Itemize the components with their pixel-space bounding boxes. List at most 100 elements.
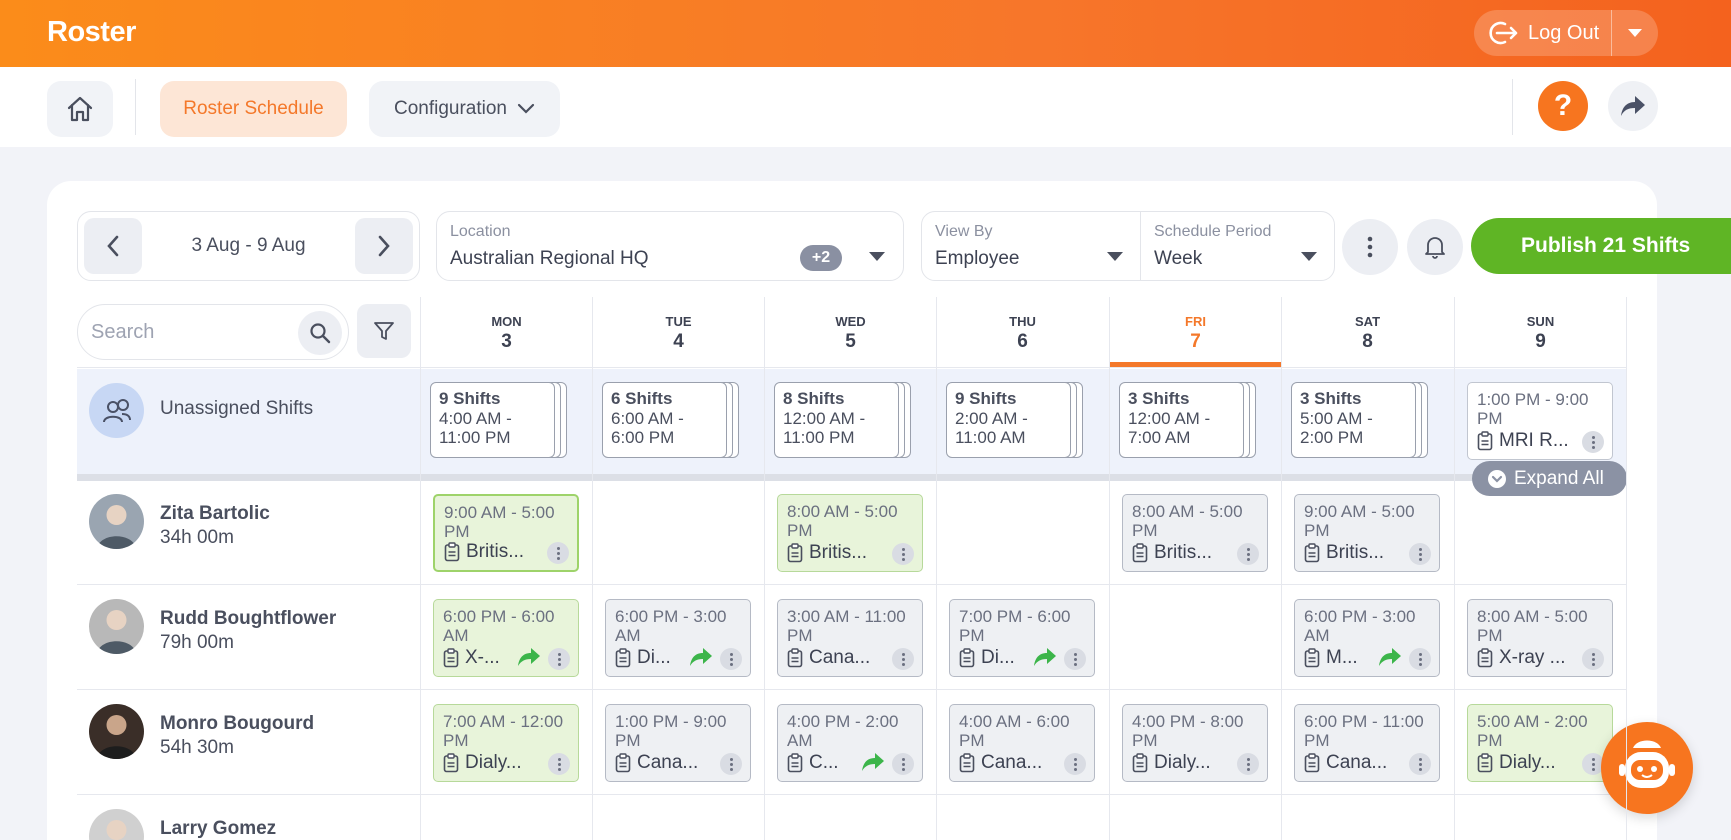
unassigned-shift-stack[interactable]: 3 Shifts 12:00 AM - 7:00 AM	[1119, 382, 1256, 460]
unassigned-shift-card[interactable]: 1:00 PM - 9:00 PM MRI R...	[1467, 382, 1613, 460]
swap-arrow-icon[interactable]	[516, 646, 542, 668]
shift-time: 5:00 AM - 2:00 PM	[1477, 712, 1588, 750]
shift-card[interactable]: 6:00 PM - 11:00 PM Cana...	[1294, 704, 1440, 782]
chevron-right-icon	[378, 235, 390, 257]
shift-menu-button[interactable]	[1582, 431, 1604, 453]
expand-all-label: Expand All	[1514, 467, 1604, 489]
help-button[interactable]: ?	[1538, 81, 1588, 131]
publish-shifts-button[interactable]: Publish 21 Shifts	[1471, 218, 1731, 274]
shift-menu-button[interactable]	[892, 753, 914, 775]
shift-time: 4:00 AM - 11:00 PM	[439, 409, 512, 447]
shift-location: X-ray ...	[1499, 647, 1566, 668]
shift-card[interactable]: 9:00 AM - 5:00 PM Britis...	[1294, 494, 1440, 572]
shift-menu-button[interactable]	[548, 753, 570, 775]
person-silhouette-icon	[97, 610, 136, 654]
shift-menu-button[interactable]	[1064, 648, 1086, 670]
shift-card[interactable]: 3:00 AM - 11:00 PM Cana...	[777, 599, 923, 677]
employee-name[interactable]: Zita Bartolic	[160, 503, 270, 524]
shift-menu-button[interactable]	[548, 648, 570, 670]
shift-card[interactable]: 4:00 PM - 2:00 AM C...	[777, 704, 923, 782]
search-box[interactable]: Search	[77, 304, 349, 360]
shift-menu-button[interactable]	[1582, 648, 1604, 670]
shift-card[interactable]: 8:00 AM - 5:00 PM Britis...	[777, 494, 923, 572]
shift-card[interactable]: 5:00 AM - 2:00 PM Dialy...	[1467, 704, 1613, 782]
shift-card[interactable]: 8:00 AM - 5:00 PM Britis...	[1122, 494, 1268, 572]
search-input[interactable]: Search	[91, 321, 155, 343]
next-week-button[interactable]	[355, 218, 413, 274]
shift-card[interactable]: 7:00 AM - 12:00 PM Dialy...	[433, 704, 579, 782]
unassigned-shift-stack[interactable]: 6 Shifts 6:00 AM - 6:00 PM	[602, 382, 739, 460]
shift-menu-button[interactable]	[1237, 543, 1259, 565]
chevron-down-icon	[517, 103, 535, 114]
shift-menu-button[interactable]	[1582, 753, 1604, 775]
employee-avatar[interactable]	[89, 599, 144, 654]
swap-arrow-icon[interactable]	[688, 646, 714, 668]
shift-menu-button[interactable]	[1237, 753, 1259, 775]
assistant-bot-button[interactable]	[1601, 722, 1693, 814]
shift-footer: Britis...	[444, 540, 569, 564]
view-by-select[interactable]: View By Employee	[922, 212, 1140, 280]
share-button[interactable]	[1608, 81, 1658, 131]
employee-name[interactable]: Larry Gomez	[160, 818, 277, 839]
shift-menu-button[interactable]	[720, 753, 742, 775]
shift-menu-button[interactable]	[892, 648, 914, 670]
shift-menu-button[interactable]	[547, 542, 569, 564]
clipboard-icon	[443, 753, 459, 773]
location-label: Location	[450, 223, 511, 240]
shift-card[interactable]: 6:00 PM - 3:00 AM Di...	[605, 599, 751, 677]
logout-dropdown-button[interactable]	[1612, 29, 1658, 37]
day-of-week: WED	[835, 314, 866, 329]
shift-time: 6:00 PM - 3:00 AM	[1304, 607, 1416, 645]
shift-location: Di...	[981, 647, 1015, 668]
logout-separator	[1611, 10, 1612, 56]
employee-name[interactable]: Rudd Boughtflower	[160, 608, 337, 629]
filter-button[interactable]	[357, 304, 411, 358]
unassigned-shift-stack[interactable]: 9 Shifts 2:00 AM - 11:00 AM	[946, 382, 1083, 460]
shift-count: 9 Shifts	[955, 389, 1017, 408]
employee-avatar[interactable]	[89, 704, 144, 759]
unassigned-shift-stack[interactable]: 9 Shifts 4:00 AM - 11:00 PM	[430, 382, 567, 460]
unassigned-shift-stack[interactable]: 8 Shifts 12:00 AM - 11:00 PM	[774, 382, 911, 460]
swap-arrow-icon[interactable]	[860, 751, 886, 773]
clipboard-icon	[615, 648, 631, 668]
day-of-week: TUE	[665, 314, 692, 329]
shift-card[interactable]: 6:00 PM - 3:00 AM M...	[1294, 599, 1440, 677]
day-header-tue: TUE 4	[592, 297, 764, 368]
home-button[interactable]	[47, 81, 113, 137]
shift-card[interactable]: 1:00 PM - 9:00 PM Cana...	[605, 704, 751, 782]
column-divider	[936, 297, 937, 840]
location-select[interactable]: Location Australian Regional HQ +2	[436, 211, 904, 281]
logout-button[interactable]: Log Out	[1474, 10, 1611, 56]
shift-menu-button[interactable]	[1409, 543, 1431, 565]
shift-card[interactable]: 4:00 PM - 8:00 PM Dialy...	[1122, 704, 1268, 782]
employee-name[interactable]: Monro Bougourd	[160, 713, 315, 734]
shift-card[interactable]: 6:00 PM - 6:00 AM X-...	[433, 599, 579, 677]
more-options-button[interactable]	[1342, 219, 1398, 275]
previous-week-button[interactable]	[84, 218, 142, 274]
shift-menu-button[interactable]	[720, 648, 742, 670]
swap-arrow-icon[interactable]	[1377, 646, 1403, 668]
nav-roster-schedule[interactable]: Roster Schedule	[160, 81, 347, 137]
shift-menu-button[interactable]	[1064, 753, 1086, 775]
shift-menu-button[interactable]	[892, 543, 914, 565]
swap-arrow-icon[interactable]	[1032, 646, 1058, 668]
nav-bar: Roster Schedule Configuration ?	[0, 67, 1731, 147]
clipboard-icon	[787, 648, 803, 668]
shift-card[interactable]: 4:00 AM - 6:00 PM Cana...	[949, 704, 1095, 782]
shift-card[interactable]: 9:00 AM - 5:00 PM Britis...	[433, 494, 579, 572]
shift-menu-button[interactable]	[1409, 753, 1431, 775]
shift-menu-button[interactable]	[1409, 648, 1431, 670]
employee-avatar[interactable]	[89, 494, 144, 549]
shift-count: 3 Shifts	[1300, 389, 1362, 408]
shift-footer: X-ray ...	[1477, 646, 1604, 670]
schedule-period-select[interactable]: Schedule Period Week	[1141, 212, 1336, 280]
shift-card[interactable]: 7:00 PM - 6:00 PM Di...	[949, 599, 1095, 677]
clipboard-icon	[615, 753, 631, 773]
expand-all-button[interactable]: Expand All	[1472, 461, 1627, 496]
unassigned-shift-stack[interactable]: 3 Shifts 5:00 AM - 2:00 PM	[1291, 382, 1428, 460]
logout-icon	[1489, 21, 1518, 45]
nav-configuration[interactable]: Configuration	[369, 81, 560, 137]
notifications-button[interactable]	[1407, 219, 1463, 275]
search-button[interactable]	[298, 311, 342, 355]
shift-card[interactable]: 8:00 AM - 5:00 PM X-ray ...	[1467, 599, 1613, 677]
